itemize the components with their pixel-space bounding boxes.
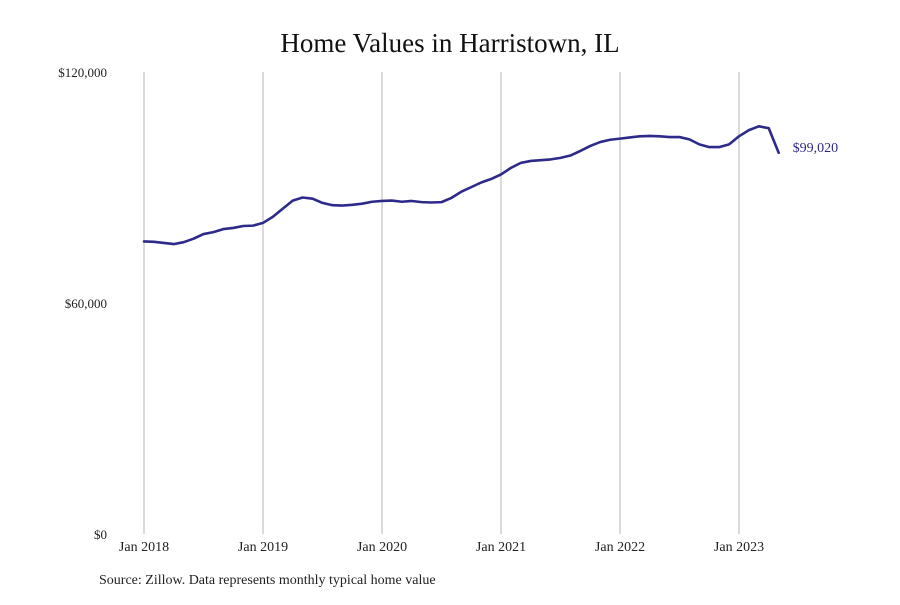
series-line bbox=[142, 124, 780, 246]
x-tick-label: Jan 2019 bbox=[238, 540, 288, 555]
end-value-label: $99,020 bbox=[793, 141, 839, 156]
x-tick-label: Jan 2021 bbox=[476, 540, 526, 555]
y-tick-label: $120,000 bbox=[58, 65, 107, 80]
chart-source-note: Source: Zillow. Data represents monthly … bbox=[99, 573, 436, 588]
x-tick-label: Jan 2022 bbox=[595, 540, 645, 555]
chart-title: Home Values in Harristown, IL bbox=[280, 28, 620, 58]
y-tick-label: $60,000 bbox=[65, 296, 107, 311]
x-tick-label: Jan 2020 bbox=[357, 540, 407, 555]
y-tick-label: $0 bbox=[94, 527, 107, 542]
x-tick-label: Jan 2018 bbox=[119, 540, 169, 555]
x-tick-label: Jan 2023 bbox=[714, 540, 764, 555]
